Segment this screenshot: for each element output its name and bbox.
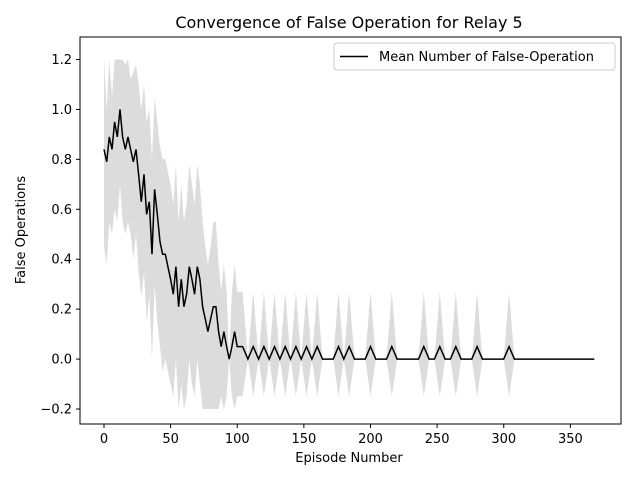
x-tick-label: 100 xyxy=(225,432,250,447)
y-axis-title: False Operations xyxy=(14,176,29,284)
x-tick-label: 200 xyxy=(358,432,383,447)
y-tick-label: 0.4 xyxy=(51,253,72,268)
x-tick-label: 50 xyxy=(162,432,179,447)
y-tick-label: 0.0 xyxy=(51,353,72,368)
x-tick-label: 350 xyxy=(558,432,583,447)
y-tick-label: 0.8 xyxy=(51,153,72,168)
series-band xyxy=(104,59,595,409)
y-tick-label: 1.0 xyxy=(51,103,72,118)
y-tick-label: −0.2 xyxy=(40,403,72,418)
plot-frame xyxy=(79,36,622,425)
x-axis-title: Episode Number xyxy=(295,451,403,466)
legend: Mean Number of False-Operation xyxy=(333,42,616,71)
y-tick-label: 0.6 xyxy=(51,203,72,218)
x-axis: 0 50 100 150 200 250 300 350 xyxy=(100,424,583,447)
legend-box xyxy=(333,42,616,71)
chart-title: Convergence of False Operation for Relay… xyxy=(175,13,522,32)
y-tick-label: 1.2 xyxy=(51,53,72,68)
x-tick-label: 150 xyxy=(291,432,316,447)
legend-label: Mean Number of False-Operation xyxy=(379,50,594,65)
series-line xyxy=(103,109,595,362)
x-tick-label: 250 xyxy=(425,432,450,447)
y-tick-label: 0.2 xyxy=(51,303,72,318)
plot-area xyxy=(103,59,595,409)
y-axis: −0.2 0.0 0.2 0.4 0.6 0.8 1.0 1.2 xyxy=(40,53,80,418)
x-tick-label: 0 xyxy=(100,432,108,447)
x-tick-label: 300 xyxy=(491,432,516,447)
